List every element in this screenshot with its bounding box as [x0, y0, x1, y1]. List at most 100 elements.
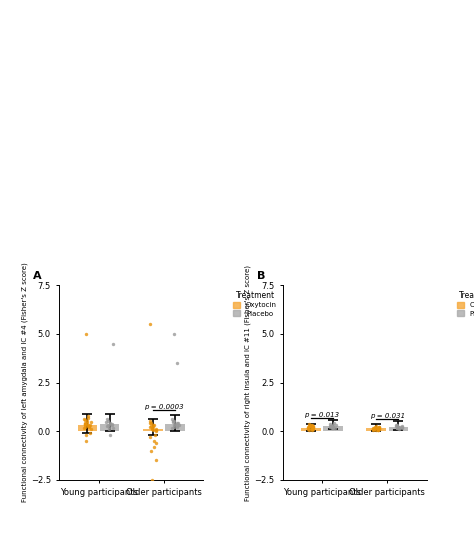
Point	[309, 425, 317, 433]
Point	[332, 420, 340, 429]
Point	[83, 419, 91, 427]
Point	[168, 424, 176, 432]
Point	[103, 415, 111, 424]
Point	[149, 421, 156, 430]
Point	[104, 417, 111, 426]
Point	[149, 426, 157, 434]
Point	[81, 415, 88, 424]
Point	[326, 423, 333, 431]
Point	[370, 425, 377, 433]
Point	[173, 423, 181, 432]
Text: A: A	[33, 272, 42, 281]
Bar	[165, 424, 185, 431]
Point	[85, 423, 93, 432]
Point	[150, 443, 158, 451]
Point	[304, 423, 312, 431]
Point	[375, 424, 383, 432]
Point	[81, 420, 89, 429]
Point	[395, 424, 402, 432]
Point	[398, 422, 406, 431]
Point	[146, 320, 154, 329]
Point	[374, 425, 382, 433]
Point	[152, 427, 160, 436]
Point	[108, 421, 116, 430]
Point	[150, 421, 157, 430]
Point	[330, 419, 338, 427]
Legend: Oxytocin, Placebo: Oxytocin, Placebo	[455, 289, 474, 319]
Point	[328, 424, 336, 432]
Point	[370, 425, 377, 433]
Point	[375, 425, 383, 433]
Text: p = 0.013: p = 0.013	[304, 412, 339, 418]
Point	[393, 421, 401, 430]
Point	[170, 417, 178, 426]
Point	[393, 421, 401, 430]
Point	[109, 340, 117, 348]
Point	[395, 423, 402, 431]
Point	[82, 431, 90, 439]
Point	[306, 426, 313, 434]
Point	[369, 425, 377, 434]
Point	[396, 423, 404, 432]
Point	[392, 421, 400, 430]
Bar	[143, 429, 163, 431]
Point	[149, 423, 157, 432]
Point	[308, 421, 315, 430]
Point	[304, 424, 311, 432]
Point	[80, 424, 88, 432]
Point	[169, 418, 176, 427]
Point	[329, 423, 337, 432]
Point	[309, 425, 316, 433]
Point	[151, 431, 159, 439]
Point	[309, 423, 317, 432]
Y-axis label: Functional connectivity of right insula and IC #11 (Fisher's Z score): Functional connectivity of right insula …	[245, 265, 251, 501]
Point	[84, 413, 91, 422]
Point	[102, 418, 110, 427]
Point	[371, 424, 378, 432]
Point	[84, 422, 92, 431]
Point	[107, 431, 114, 439]
Point	[374, 423, 381, 432]
Text: p = 0.031: p = 0.031	[370, 413, 405, 419]
Bar	[301, 427, 320, 431]
Bar	[389, 427, 408, 431]
Point	[103, 422, 110, 431]
Point	[146, 423, 154, 432]
Point	[82, 417, 90, 426]
Point	[147, 419, 155, 427]
Point	[328, 423, 336, 431]
Point	[372, 422, 380, 431]
Point	[375, 425, 383, 433]
Point	[109, 424, 117, 432]
Point	[309, 422, 316, 431]
Point	[81, 421, 89, 430]
Point	[87, 418, 95, 427]
Point	[174, 419, 182, 427]
Point	[374, 423, 382, 432]
Point	[148, 424, 155, 432]
Point	[82, 437, 90, 445]
Point	[331, 424, 338, 432]
Point	[375, 423, 383, 431]
Point	[307, 423, 314, 432]
Point	[146, 433, 154, 441]
Point	[173, 419, 181, 427]
Point	[169, 417, 177, 426]
Y-axis label: Functional connectivity of left amygdala and IC #4 (Fisher's Z score): Functional connectivity of left amygdala…	[21, 262, 28, 502]
Point	[392, 422, 400, 431]
Point	[306, 422, 313, 431]
Point	[393, 423, 401, 432]
Point	[306, 421, 313, 430]
Point	[310, 424, 317, 432]
Point	[106, 423, 113, 432]
Point	[394, 423, 401, 432]
Point	[87, 425, 94, 433]
Point	[149, 425, 156, 433]
Point	[82, 420, 89, 429]
Bar	[78, 425, 97, 431]
Point	[175, 421, 182, 430]
Point	[370, 424, 378, 432]
Point	[329, 421, 337, 430]
Point	[373, 425, 380, 434]
Point	[147, 446, 155, 455]
